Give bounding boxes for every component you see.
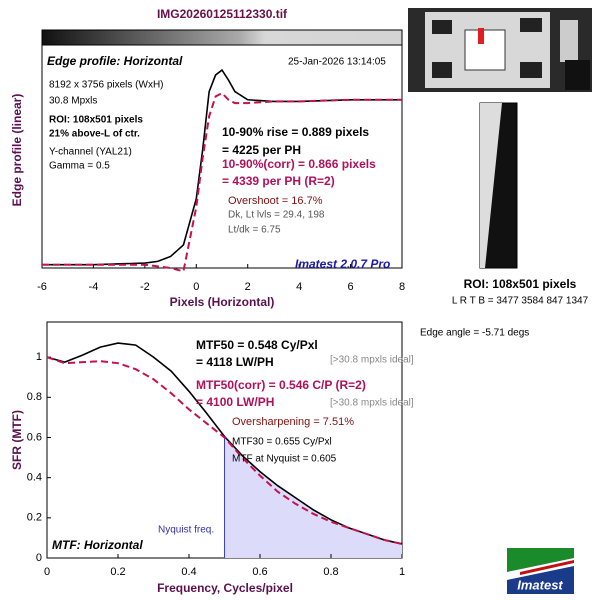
annotation: Overshoot = 16.7% (228, 195, 323, 207)
x-tick-label: 8 (399, 281, 405, 293)
series-line (42, 91, 402, 273)
annotation: Imatest 2.0.7 Pro (295, 257, 390, 271)
x-tick-label: -2 (140, 281, 150, 293)
annotation: [>30.8 mpxls ideal] (330, 355, 414, 366)
annotation: ROI: 108x501 pixels (49, 115, 143, 126)
annotation: Edge profile: Horizontal (47, 54, 183, 68)
file-title: IMG20260125112330.tif (157, 7, 288, 21)
annotation: Dk, Lt lvls = 29.4, 198 (228, 210, 325, 221)
x-tick-label: 4 (296, 281, 302, 293)
annotation: = 4100 LW/PH (196, 395, 274, 409)
x-axis-label: Frequency, Cycles/pixel (157, 581, 293, 595)
annotation: MTF at Nyquist = 0.605 (232, 454, 337, 465)
x-tick-label: 6 (348, 281, 354, 293)
x-tick-label: 0 (193, 281, 199, 293)
annotation: MTF50 = 0.548 Cy/Pxl (196, 338, 318, 352)
x-axis-label: Pixels (Horizontal) (170, 295, 275, 309)
annotation: Nyquist freq. (158, 525, 214, 536)
roi-label: ROI: 108x501 pixels (464, 277, 577, 291)
y-axis-label: SFR (MTF) (10, 410, 24, 470)
grayscale-strip (41, 29, 403, 46)
x-tick-label: 1 (399, 566, 405, 578)
nyquist-shade (224, 436, 402, 558)
thumbnail (408, 8, 592, 92)
roi-bounds: L R T B = 3477 3584 847 1347 (452, 296, 589, 307)
annotation: Y-channel (YAL21) (49, 147, 132, 158)
annotation: 10-90% rise = 0.889 pixels (222, 125, 369, 139)
x-tick-label: 0.2 (110, 566, 125, 578)
logo-text: Imatest (517, 577, 563, 592)
annotation: = 4339 per PH (R=2) (222, 174, 335, 188)
annotation: [>30.8 mpxls ideal] (330, 398, 414, 409)
y-tick-label: 0.2 (27, 512, 42, 524)
y-tick-label: 0 (36, 552, 42, 564)
annotation: 30.8 Mpxls (49, 96, 97, 107)
roi-crop (479, 102, 518, 269)
annotation: 25-Jan-2026 13:14:05 (288, 57, 386, 68)
annotation: 10-90%(corr) = 0.866 pixels (222, 157, 376, 171)
x-tick-label: 0.4 (181, 566, 196, 578)
annotation: 21% above-L of ctr. (49, 129, 140, 140)
x-tick-label: 0.8 (323, 566, 338, 578)
annotation: MTF30 = 0.655 Cy/Pxl (232, 437, 332, 448)
y-tick-label: 0.8 (27, 391, 42, 403)
logo: Imatest (507, 548, 574, 594)
annotation: 8192 x 3756 pixels (WxH) (49, 80, 164, 91)
annotation: = 4225 per PH (222, 143, 301, 157)
x-tick-label: 0.6 (252, 566, 267, 578)
edge-angle: Edge angle = -5.71 degs (420, 328, 529, 339)
y-tick-label: 0.4 (27, 472, 42, 484)
annotation: = 4118 LW/PH (196, 355, 274, 369)
x-tick-label: 0 (44, 566, 50, 578)
annotation: Oversharpening = 7.51% (232, 416, 354, 428)
annotation: MTF: Horizontal (52, 538, 143, 552)
y-tick-label: 1 (36, 351, 42, 363)
annotation: Gamma = 0.5 (49, 161, 110, 172)
y-tick-label: 0.6 (27, 431, 42, 443)
y-axis-label: Edge profile (linear) (10, 94, 24, 207)
x-tick-label: -6 (37, 281, 47, 293)
x-tick-label: -4 (89, 281, 99, 293)
x-tick-label: 2 (245, 281, 251, 293)
annotation: Lt/dk = 6.75 (228, 225, 281, 236)
annotation: MTF50(corr) = 0.546 C/P (R=2) (196, 378, 366, 392)
series-line (46, 356, 403, 545)
